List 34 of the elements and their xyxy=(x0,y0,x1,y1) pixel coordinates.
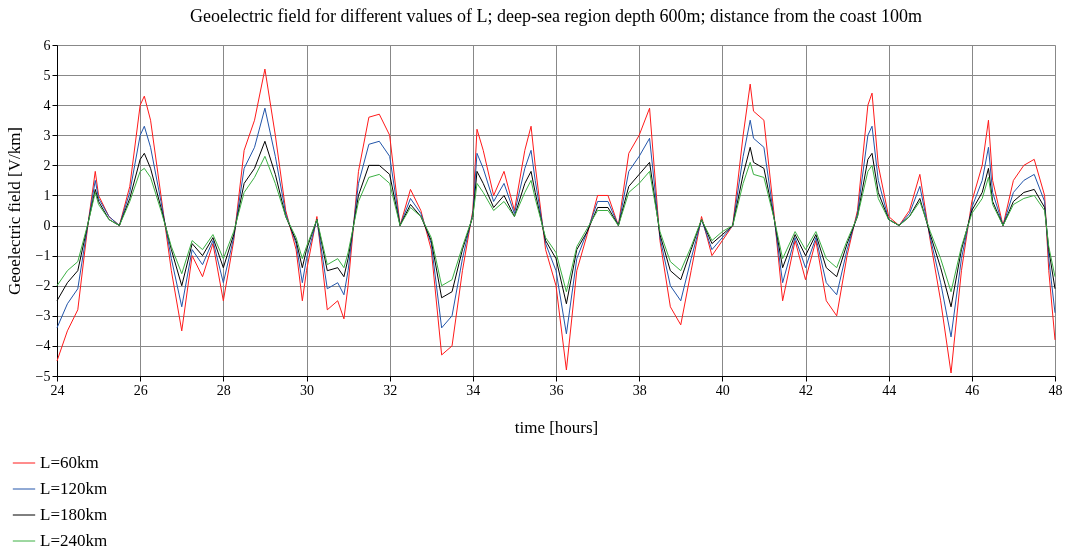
x-tick-label: 44 xyxy=(882,382,897,398)
line-series xyxy=(56,107,1056,338)
chart-title: Geoelectric field for different values of L; deep-sea region depth 600m; distance from the coast 100m xyxy=(190,6,922,26)
line-series xyxy=(56,155,1056,293)
y-tick-label: 5 xyxy=(43,67,51,83)
x-tick-label: 46 xyxy=(965,382,980,398)
y-tick-label: 4 xyxy=(43,97,51,113)
legend-label: L=240km xyxy=(40,531,108,546)
x-tick-label: 36 xyxy=(549,382,564,398)
x-tick-label: 40 xyxy=(715,382,730,398)
legend-label: L=180km xyxy=(40,505,108,524)
y-tick-label: 2 xyxy=(43,157,51,173)
y-tick-label: −5 xyxy=(35,368,51,384)
x-tick-label: 30 xyxy=(300,382,314,398)
y-axis-title: Geoelectric field [V/km] xyxy=(4,126,24,296)
x-tick-label: 24 xyxy=(50,382,65,398)
y-tick-label: −3 xyxy=(35,308,51,324)
y-tick-label: 3 xyxy=(43,127,51,143)
x-tick-label: 26 xyxy=(133,382,148,398)
x-axis-title: time [hours] xyxy=(514,417,599,437)
x-tick-label: 48 xyxy=(1048,382,1063,398)
x-tick-label: 32 xyxy=(383,382,398,398)
x-tick-label: 28 xyxy=(216,382,231,398)
x-tick-label: 34 xyxy=(466,382,481,398)
y-tick-label: 6 xyxy=(43,37,51,53)
y-tick-label: −1 xyxy=(35,248,51,264)
y-tick-label: −2 xyxy=(35,278,51,294)
x-tick-label: 42 xyxy=(799,382,813,398)
legend-label: L=120km xyxy=(40,479,108,498)
y-tick-label: −4 xyxy=(35,338,51,354)
y-tick-label: 1 xyxy=(43,187,51,203)
legend-label: L=60km xyxy=(40,453,99,472)
y-tick-label: 0 xyxy=(43,218,51,234)
x-tick-label: 38 xyxy=(632,382,647,398)
